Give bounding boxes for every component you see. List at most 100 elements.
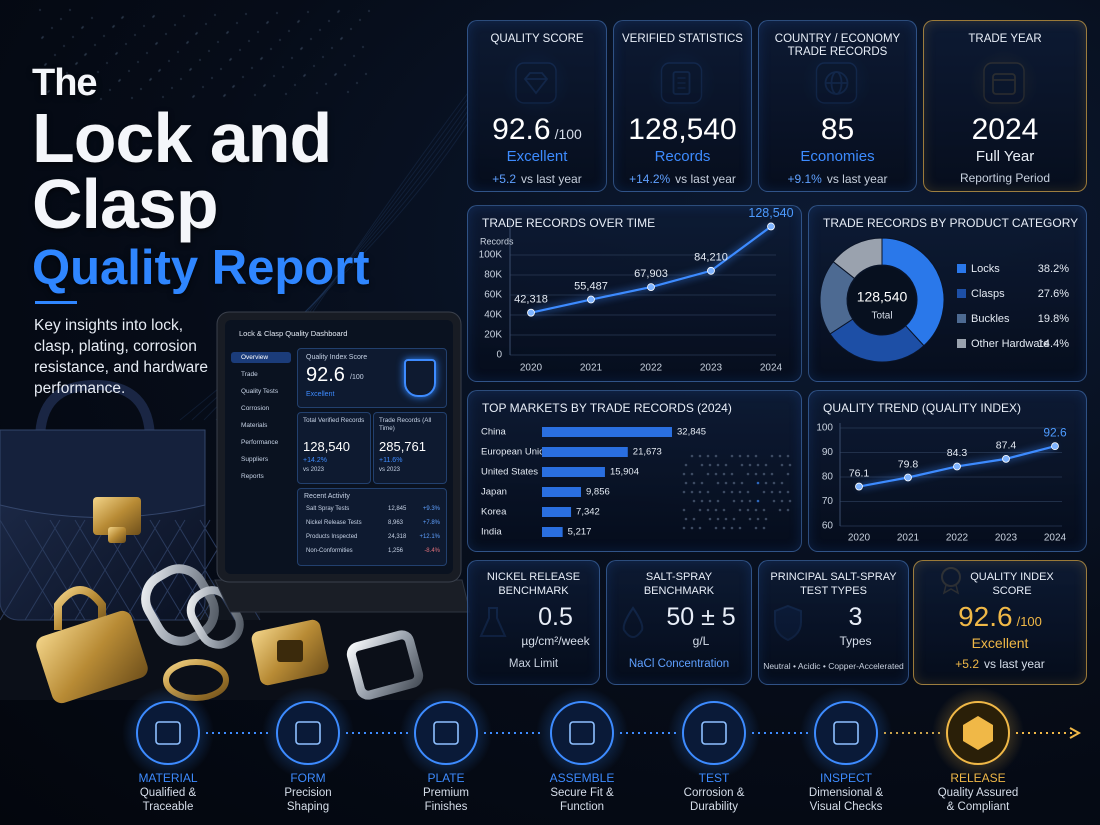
keyboard [214,579,471,613]
map-dot [127,69,131,73]
step-description: Qualified & Traceable [139,787,197,813]
map-dot [90,16,94,20]
tablet-activity-name: Nickel Release Tests [306,520,362,526]
map-dot [241,75,245,79]
map-dot [262,84,266,88]
step-name: INSPECT [819,771,872,785]
tablet-header: Lock & Clasp Quality Dashboard [239,329,348,338]
map-dot [161,95,165,99]
map-dot [121,15,125,19]
map-dot [361,45,365,49]
map-dot [346,90,350,94]
kpi-value-row: 85 [759,113,916,147]
map-dot [185,41,189,45]
map-dot [195,31,199,35]
map-dot [173,23,177,27]
map-dot [324,82,328,86]
tablet-score-value: 92.6 [306,364,345,386]
map-dot [299,47,303,51]
step-badge [963,716,993,750]
map-dot [145,51,149,55]
benchmark-card: PRINCIPAL SALT-SPRAY TEST TYPES 3 Types Neu… [758,560,909,685]
benchmark-title: SALT-SPRAY BENCHMARK [643,571,715,597]
chart-panel: TOP MARKETS BY TRADE RECORDS (2024) [467,390,802,552]
map-dot [50,26,54,30]
tablet-nav-item: Quality Tests [241,388,279,395]
map-dot [56,80,60,84]
map-dot [179,77,183,81]
tablet-card-comparison: vs 2023 [379,467,401,473]
tablet-nav-item: Performance [241,439,279,446]
kpi-title: TRADE YEAR [968,33,1042,45]
step-description: Precision Shaping [284,787,332,813]
map-dot [293,83,297,87]
hero-description: Key insights into lock, clasp, plating, … [34,317,209,397]
tablet-card-change: +14.2% [303,457,327,464]
step-circle [414,701,478,765]
benchmark-value: 50 ± 5 [666,603,736,631]
benchmark-content: 50 ± 5 g/L [651,603,751,648]
map-dot [99,97,103,101]
map-dot [164,32,168,36]
hero-rule [35,301,77,304]
step-icon [433,721,459,745]
map-dot [216,40,220,44]
tablet-card-value: 285,761 [379,439,426,454]
kpi-change-row: +5.2 vs last year [468,172,606,186]
map-dot [330,46,334,50]
map-dot [275,11,279,15]
map-dot [96,70,100,74]
chart-panel: TRADE RECORDS OVER TIME [467,205,802,382]
bag-clasp-knob [108,527,126,543]
map-dot [266,20,270,24]
chart-title: TOP MARKETS BY TRADE RECORDS (2024) [482,401,732,415]
map-dot [223,93,227,97]
tablet-score-unit: /100 [350,374,364,381]
hero-title-line: Lock and [32,99,332,177]
kpi-value: 2024 [971,113,1039,146]
step-icon [295,721,321,745]
step-icon [833,721,859,745]
map-dot [349,27,353,31]
map-dot [65,71,69,75]
map-dot [152,14,156,18]
tablet-activity-change: +7.8% [422,520,440,526]
kpi-value-row: 128,540 [614,113,751,147]
kpi-title: QUALITY SCORE [490,33,584,45]
tablet-card-title: Total Verified Records [303,417,365,424]
benchmark-content: 3 Types [803,603,908,648]
map-dot [207,49,211,53]
kpi-card: QUALITY SCORE 92.6/100 Excellent +5.2 vs las… [467,20,607,192]
kpi-comparison: vs last year [521,172,582,186]
kpi-value-row: 2024 [924,113,1086,147]
map-dot [198,58,202,62]
kpi-card: COUNTRY / ECONOMY TRADE RECORDS 85 Economi… [758,20,917,192]
map-dot [47,89,51,93]
map-dot [111,25,115,29]
map-dot [158,68,162,72]
benchmark-caption: Excellent [971,635,1029,651]
tablet-score-title: Quality Index Score [306,354,368,361]
step-circle [682,701,746,765]
map-dot [306,10,310,14]
kpi-caption: Records [654,148,711,165]
benchmark-title: NICKEL RELEASE BENCHMARK [486,571,581,597]
map-dot [120,16,124,20]
benchmark-title: PRINCIPAL SALT-SPRAY TEST TYPES [770,571,897,597]
map-dot [228,58,232,62]
map-dot [337,9,341,13]
kpi-change: +5.2 [492,172,516,186]
benchmark-card: QUALITY INDEX SCORE 92.6/100 Excellent +5.2… [913,560,1087,685]
map-dot [155,41,159,45]
map-dot [84,52,88,56]
benchmark-unit: /100 [1016,614,1042,629]
map-dot [133,33,137,37]
step-description: Dimensional & Visual Checks [808,787,884,813]
tablet-nav-item: Overview [231,352,291,363]
kpi-change-row: +14.2% vs last year [614,172,751,186]
map-dot [260,56,264,60]
map-dot [364,72,368,76]
map-dot [102,34,106,38]
tablet-card-value: 128,540 [303,439,350,454]
